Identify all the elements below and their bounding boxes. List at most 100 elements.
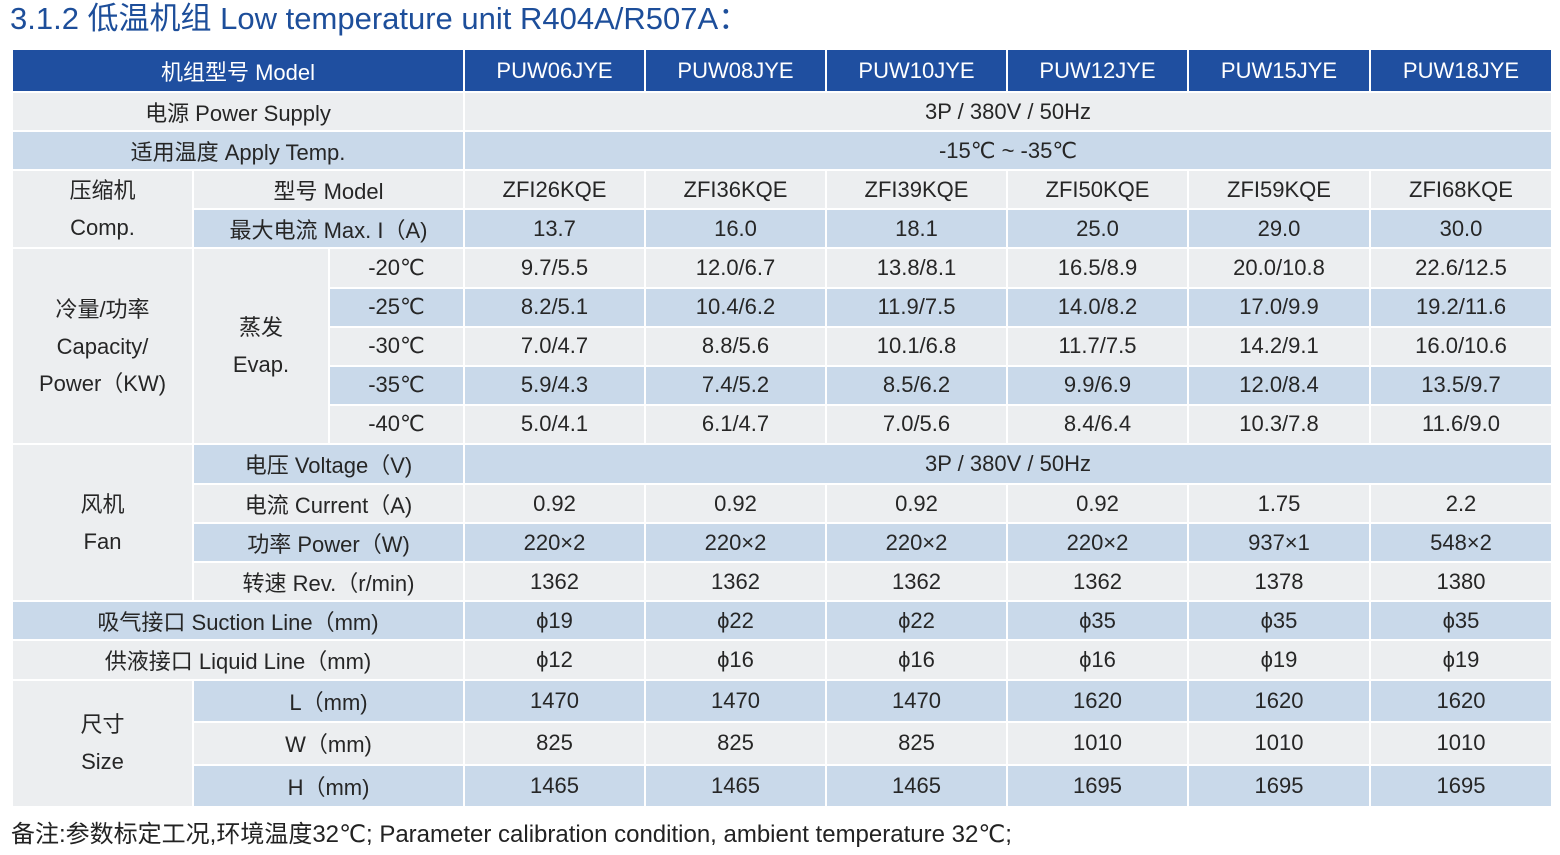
power-supply-value: 3P / 380V / 50Hz [463, 91, 1553, 133]
suction-line-cell: ϕ35 [1369, 600, 1553, 642]
capacity-cell: 11.7/7.5 [1006, 325, 1189, 367]
footnote: 备注:参数标定工况,环境温度32℃; Parameter calibration… [11, 821, 1012, 848]
liquid-line-cell: ϕ16 [1006, 639, 1189, 681]
max-current-cell: 25.0 [1006, 208, 1189, 250]
size-cell: 1695 [1369, 763, 1553, 809]
capacity-group-line-3: Power（KW) [38, 370, 167, 396]
fan-power-cell: 220×2 [463, 522, 646, 564]
capacity-cell: 9.7/5.5 [463, 247, 646, 289]
evap-temp-label: -35℃ [328, 364, 465, 406]
size-cell: 1010 [1187, 720, 1371, 766]
max-current-cell: 29.0 [1187, 208, 1371, 250]
suction-line-cell: ϕ22 [644, 600, 827, 642]
capacity-cell: 13.8/8.1 [825, 247, 1008, 289]
compressor-model-cell: ZFI68KQE [1369, 169, 1553, 211]
model-header-cell: PUW18JYE [1369, 47, 1553, 94]
capacity-cell: 10.1/6.8 [825, 325, 1008, 367]
capacity-cell: 11.6/9.0 [1369, 403, 1553, 445]
capacity-cell: 14.2/9.1 [1187, 325, 1371, 367]
capacity-group-label: 冷量/功率 Capacity/ Power（KW) [11, 247, 194, 445]
size-cell: 1470 [644, 678, 827, 723]
max-current-cell: 16.0 [644, 208, 827, 250]
suction-line-cell: ϕ22 [825, 600, 1008, 642]
fan-rev-cell: 1378 [1187, 561, 1371, 603]
capacity-cell: 16.5/8.9 [1006, 247, 1189, 289]
evap-group-en: Evap. [232, 352, 290, 378]
apply-temp-row: 适用温度 Apply Temp. -15℃ ~ -35℃ [11, 130, 1553, 172]
capacity-cell: 8.2/5.1 [463, 286, 646, 328]
header-row: 机组型号 Model PUW06JYE PUW08JYE PUW10JYE PU… [11, 47, 1553, 94]
fan-power-cell: 548×2 [1369, 522, 1553, 564]
size-cell: 1465 [644, 763, 827, 809]
liquid-line-label: 供液接口 Liquid Line（mm) [11, 639, 465, 681]
capacity-cell: 8.8/5.6 [644, 325, 827, 367]
size-cell: 825 [463, 720, 646, 766]
fan-current-cell: 0.92 [463, 483, 646, 525]
fan-current-cell: 1.75 [1187, 483, 1371, 525]
size-group-cn: 尺寸 [80, 712, 125, 738]
capacity-cell: 11.9/7.5 [825, 286, 1008, 328]
size-cell: 1695 [1187, 763, 1371, 809]
capacity-cell: 8.5/6.2 [825, 364, 1008, 406]
capacity-cell: 12.0/6.7 [644, 247, 827, 289]
fan-power-cell: 220×2 [1006, 522, 1189, 564]
model-header-cell: PUW15JYE [1187, 47, 1371, 94]
fan-current-cell: 0.92 [825, 483, 1008, 525]
compressor-group-en: Comp. [70, 215, 135, 241]
size-cell: 1010 [1369, 720, 1553, 766]
size-cell: 825 [644, 720, 827, 766]
model-header-cell: PUW08JYE [644, 47, 827, 94]
capacity-group-line-1: 冷量/功率 [55, 296, 150, 322]
evap-temp-label: -25℃ [328, 286, 465, 328]
capacity-cell: 20.0/10.8 [1187, 247, 1371, 289]
liquid-line-cell: ϕ16 [825, 639, 1008, 681]
capacity-cell: 7.4/5.2 [644, 364, 827, 406]
fan-group-cn: 风机 [80, 491, 125, 517]
size-cell: 1465 [463, 763, 646, 809]
power-supply-label: 电源 Power Supply [11, 91, 465, 133]
evap-group-label: 蒸发 Evap. [192, 247, 330, 445]
suction-line-cell: ϕ19 [463, 600, 646, 642]
size-cell: 1465 [825, 763, 1008, 809]
fan-voltage-value: 3P / 380V / 50Hz [463, 442, 1553, 486]
size-cell: 1620 [1006, 678, 1189, 723]
fan-rev-label: 转速 Rev.（r/min) [192, 561, 465, 603]
fan-voltage-row: 风机 Fan 电压 Voltage（V) 3P / 380V / 50Hz [11, 442, 1553, 603]
capacity-cell: 16.0/10.6 [1369, 325, 1553, 367]
liquid-line-cell: ϕ16 [644, 639, 827, 681]
fan-group-label: 风机 Fan [11, 442, 194, 603]
max-current-label: 最大电流 Max. I（A) [192, 208, 465, 250]
capacity-cell: 10.3/7.8 [1187, 403, 1371, 445]
fan-power-cell: 220×2 [825, 522, 1008, 564]
capacity-group-line-2: Capacity/ [56, 333, 149, 359]
size-dimension-label: L（mm) [192, 678, 465, 723]
size-cell: 825 [825, 720, 1008, 766]
model-header-cell: PUW12JYE [1006, 47, 1189, 94]
compressor-max-i-row: 最大电流 Max. I（A) 13.7 16.0 18.1 25.0 29.0 … [12, 208, 1553, 250]
fan-group-en: Fan [83, 528, 122, 554]
evap-temp-label: -30℃ [328, 325, 465, 367]
spec-table: 机组型号 Model PUW06JYE PUW08JYE PUW10JYE PU… [11, 47, 1553, 809]
compressor-model-cell: ZFI36KQE [644, 169, 827, 211]
capacity-row: -30℃ 7.0/4.7 8.8/5.6 10.1/6.8 11.7/7.5 1… [12, 325, 1553, 367]
size-row: W（mm) 825 825 825 1010 1010 1010 [12, 720, 1553, 766]
capacity-cell: 6.1/4.7 [644, 403, 827, 445]
capacity-cell: 9.9/6.9 [1006, 364, 1189, 406]
size-cell: 1470 [825, 678, 1008, 723]
capacity-cell: 7.0/5.6 [825, 403, 1008, 445]
evap-temp-label: -40℃ [328, 403, 465, 445]
evap-temp-label: -20℃ [328, 247, 465, 289]
page-title: 3.1.2 低温机组 Low temperature unit R404A/R5… [10, 1, 750, 36]
capacity-cell: 12.0/8.4 [1187, 364, 1371, 406]
capacity-cell: 5.0/4.1 [463, 403, 646, 445]
fan-current-label: 电流 Current（A) [192, 483, 465, 525]
apply-temp-value: -15℃ ~ -35℃ [463, 130, 1553, 172]
size-dimension-label: W（mm) [192, 720, 465, 766]
compressor-model-label: 型号 Model [192, 169, 465, 211]
capacity-cell: 10.4/6.2 [644, 286, 827, 328]
capacity-row: -35℃ 5.9/4.3 7.4/5.2 8.5/6.2 9.9/6.9 12.… [12, 364, 1553, 406]
fan-rev-cell: 1362 [1006, 561, 1189, 603]
compressor-model-cell: ZFI26KQE [463, 169, 646, 211]
suction-line-label: 吸气接口 Suction Line（mm) [11, 600, 465, 642]
fan-rev-cell: 1362 [825, 561, 1008, 603]
